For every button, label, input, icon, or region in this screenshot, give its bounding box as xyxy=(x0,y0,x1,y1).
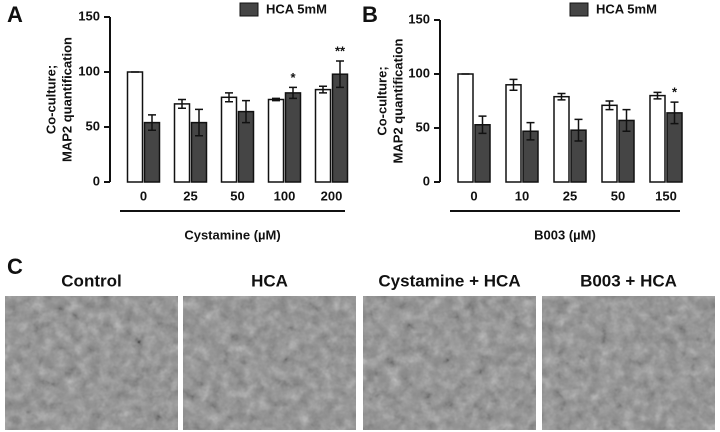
error-bar xyxy=(478,115,487,135)
error-bar xyxy=(526,121,535,141)
bar xyxy=(143,121,161,183)
bar xyxy=(126,71,144,183)
micrograph-texture xyxy=(5,296,178,430)
y-tick-label: 0 xyxy=(93,173,100,188)
image-title: B003 + HCA xyxy=(580,271,677,290)
y-tick-label: 150 xyxy=(408,11,430,26)
y-tick-label: 100 xyxy=(408,65,430,80)
bar xyxy=(457,73,474,183)
legend-label: HCA 5mM xyxy=(596,1,657,16)
bar xyxy=(267,98,285,183)
legend-label: HCA 5mM xyxy=(266,1,327,16)
bar xyxy=(284,92,302,183)
significance: ** xyxy=(335,43,346,58)
micrograph-texture xyxy=(542,296,715,430)
x-tick-label: 25 xyxy=(183,188,197,203)
bar xyxy=(331,73,349,183)
x-tick-label: 200 xyxy=(321,188,343,203)
x-tick-label: 0 xyxy=(140,188,147,203)
x-tick-label: 0 xyxy=(470,188,477,203)
bar xyxy=(314,88,332,183)
bar xyxy=(173,103,191,183)
x-tick-label: 50 xyxy=(230,188,244,203)
error-bar xyxy=(622,108,631,132)
error-bar xyxy=(574,118,583,142)
y-axis-label: Co-culture; xyxy=(374,66,389,135)
bar xyxy=(649,94,666,183)
x-axis-label: B003 (µM) xyxy=(534,227,596,242)
error-bar xyxy=(336,60,344,89)
x-tick-label: 150 xyxy=(655,188,677,203)
bar xyxy=(601,104,618,183)
error-bar xyxy=(272,97,280,102)
x-tick-label: 50 xyxy=(611,188,625,203)
micrograph-texture xyxy=(363,296,536,430)
image-title: Control xyxy=(61,271,121,290)
error-bar xyxy=(148,114,156,132)
x-tick-label: 100 xyxy=(274,188,296,203)
error-bar xyxy=(509,78,518,91)
bar xyxy=(505,84,522,183)
micrograph-texture xyxy=(183,296,356,430)
error-bar xyxy=(178,98,186,110)
panel-label: C xyxy=(7,254,23,279)
error-bar xyxy=(289,86,297,100)
y-axis-label: MAP2 quantification xyxy=(59,37,74,162)
error-bar xyxy=(195,108,203,137)
root: ACo-culture; MAP2 quantification050100150… xyxy=(5,1,715,430)
y-tick-label: 50 xyxy=(416,119,430,134)
y-tick-label: 100 xyxy=(78,63,100,78)
significance: * xyxy=(672,85,678,100)
legend-swatch xyxy=(569,2,589,17)
image-title: Cystamine + HCA xyxy=(378,271,520,290)
significance: * xyxy=(290,70,296,85)
error-bar xyxy=(225,92,233,103)
error-bar xyxy=(605,100,614,111)
y-tick-label: 0 xyxy=(423,173,430,188)
x-axis-label: Cystamine (µM) xyxy=(184,227,280,242)
image-title: HCA xyxy=(251,271,288,290)
x-tick-label: 25 xyxy=(563,188,577,203)
bar xyxy=(553,95,570,183)
y-axis-label: MAP2 quantification xyxy=(390,38,405,163)
bar xyxy=(220,96,238,183)
y-tick-label: 150 xyxy=(78,8,100,23)
y-axis-label: Co-culture; xyxy=(43,65,58,134)
panel-label: B xyxy=(362,2,378,27)
error-bar xyxy=(653,91,662,100)
error-bar xyxy=(319,85,327,94)
legend-swatch xyxy=(239,2,259,17)
error-bar xyxy=(242,99,250,124)
error-bar xyxy=(670,101,679,125)
y-tick-label: 50 xyxy=(86,118,100,133)
panel-label: A xyxy=(7,2,23,27)
x-tick-label: 10 xyxy=(515,188,529,203)
error-bar xyxy=(557,92,566,101)
